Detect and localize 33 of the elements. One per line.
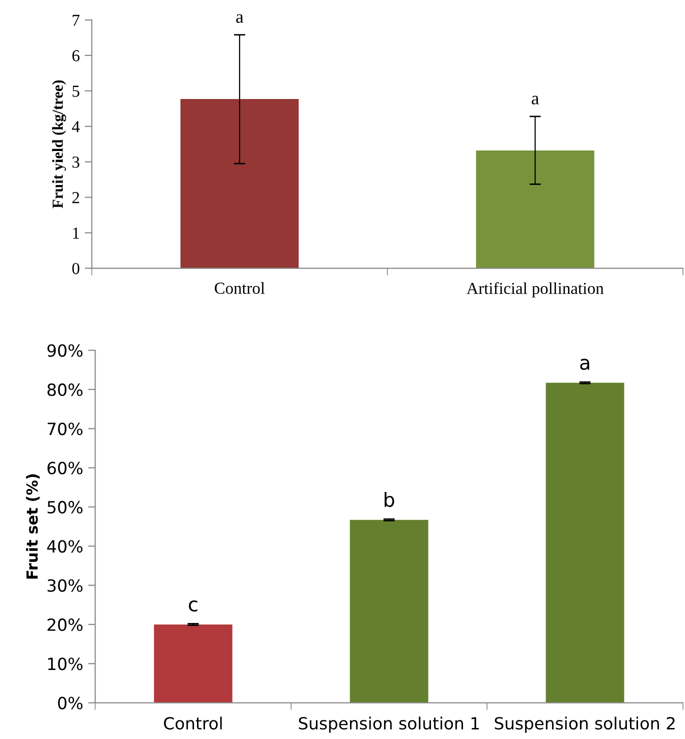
- x-tick-label: Artificial pollination: [466, 282, 604, 298]
- bar: [350, 520, 428, 703]
- y-axis-title: Fruit set (%): [26, 474, 40, 579]
- y-tick-label: 7: [72, 14, 80, 26]
- y-tick-label: 90%: [47, 344, 82, 357]
- y-tick-label: 3: [72, 156, 80, 168]
- bar: [154, 624, 232, 703]
- x-tick-label: Suspension solution 2: [494, 716, 675, 733]
- bar: [546, 382, 624, 703]
- y-tick-label: 6: [72, 50, 80, 62]
- y-tick-label: 70%: [48, 422, 82, 436]
- y-tick-label: 0%: [58, 696, 82, 710]
- y-tick-label: 20%: [48, 618, 82, 632]
- annotation: a: [236, 14, 244, 23]
- y-tick-label: 2: [72, 192, 80, 204]
- y-tick-label: 50%: [48, 500, 82, 514]
- y-axis-title: Fruit yield (kg/tree): [52, 80, 66, 208]
- y-tick-label: 5: [72, 86, 80, 97]
- y-tick-label: 40%: [47, 540, 82, 553]
- y-tick-label: 60%: [48, 462, 82, 474]
- y-tick-label: 80%: [47, 383, 82, 396]
- x-tick-label: Control: [214, 282, 265, 294]
- y-tick-label: 30%: [48, 579, 82, 592]
- annotation: c: [188, 600, 198, 612]
- annotation: b: [384, 492, 394, 507]
- x-tick-label: Suspension solution 1: [298, 716, 479, 733]
- y-tick-label: 4: [72, 121, 80, 132]
- x-tick-label: Control: [164, 716, 222, 730]
- y-tick-label: 0: [72, 262, 80, 274]
- y-tick-label: 10%: [48, 658, 82, 670]
- annotation: a: [532, 96, 539, 104]
- y-tick-label: 1: [73, 228, 79, 239]
- annotation: a: [580, 358, 590, 370]
